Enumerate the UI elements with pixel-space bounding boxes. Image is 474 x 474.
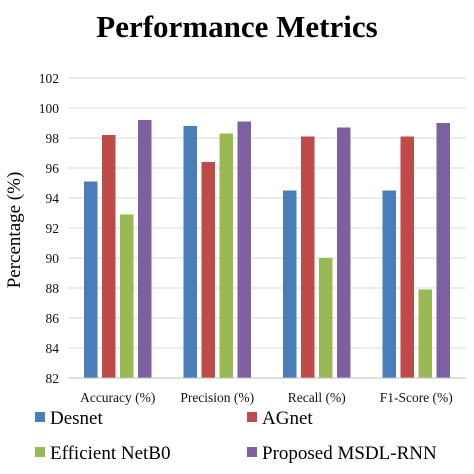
legend-swatch [35,447,45,457]
category-label: Recall (%) [288,390,346,405]
bar-desnet-1 [84,181,98,378]
bar-agnet-4 [400,136,414,378]
y-tick-label: 96 [46,161,60,176]
category-label: F1-Score (%) [380,390,453,405]
legend-label: Desnet [50,408,103,429]
legend-swatch [247,412,257,422]
y-tick-label: 100 [39,101,60,116]
chart-title: Performance Metrics [96,9,377,44]
bar-proposed-msdl-rnn-2 [237,121,251,378]
y-axis-label: Percentage (%) [4,172,25,289]
category-label: Accuracy (%) [80,390,155,405]
y-tick-label: 84 [46,341,60,356]
bar-efficient-netb0-3 [319,258,333,378]
y-tick-label: 86 [46,311,60,326]
bar-efficient-netb0-2 [219,133,233,378]
bar-agnet-1 [102,135,116,378]
legend-label: AGnet [262,408,313,429]
bar-desnet-3 [283,190,297,378]
bar-agnet-3 [301,136,315,378]
bar-agnet-2 [201,162,215,378]
y-tick-label: 94 [46,191,60,206]
bar-efficient-netb0-1 [120,214,134,378]
y-tick-label: 90 [46,251,60,266]
bar-desnet-4 [382,190,396,378]
legend-swatch [247,447,257,457]
bars [84,120,450,378]
bar-proposed-msdl-rnn-4 [436,123,450,378]
legend-label: Efficient NetB0 [50,443,170,464]
gridlines [68,77,466,349]
legend: Desnet AGnet Efficient NetB0 Proposed MSDL-… [35,408,437,464]
y-tick-label: 98 [46,131,60,146]
bar-proposed-msdl-rnn-3 [337,127,351,378]
y-tick-label: 82 [46,371,60,386]
bar-desnet-2 [183,126,197,378]
bar-proposed-msdl-rnn-1 [138,120,152,378]
y-tick-labels: 82 84 86 88 90 92 94 96 98 100 102 [39,71,60,386]
category-label: Precision (%) [180,390,254,405]
category-labels: Accuracy (%) Precision (%) Recall (%) F1-Sc… [80,390,453,405]
bar-efficient-netb0-4 [418,289,432,378]
legend-label: Proposed MSDL-RNN [262,443,437,464]
legend-swatch [35,412,45,422]
y-tick-label: 102 [39,71,59,86]
y-tick-label: 88 [46,281,60,296]
y-tick-label: 92 [46,221,60,236]
